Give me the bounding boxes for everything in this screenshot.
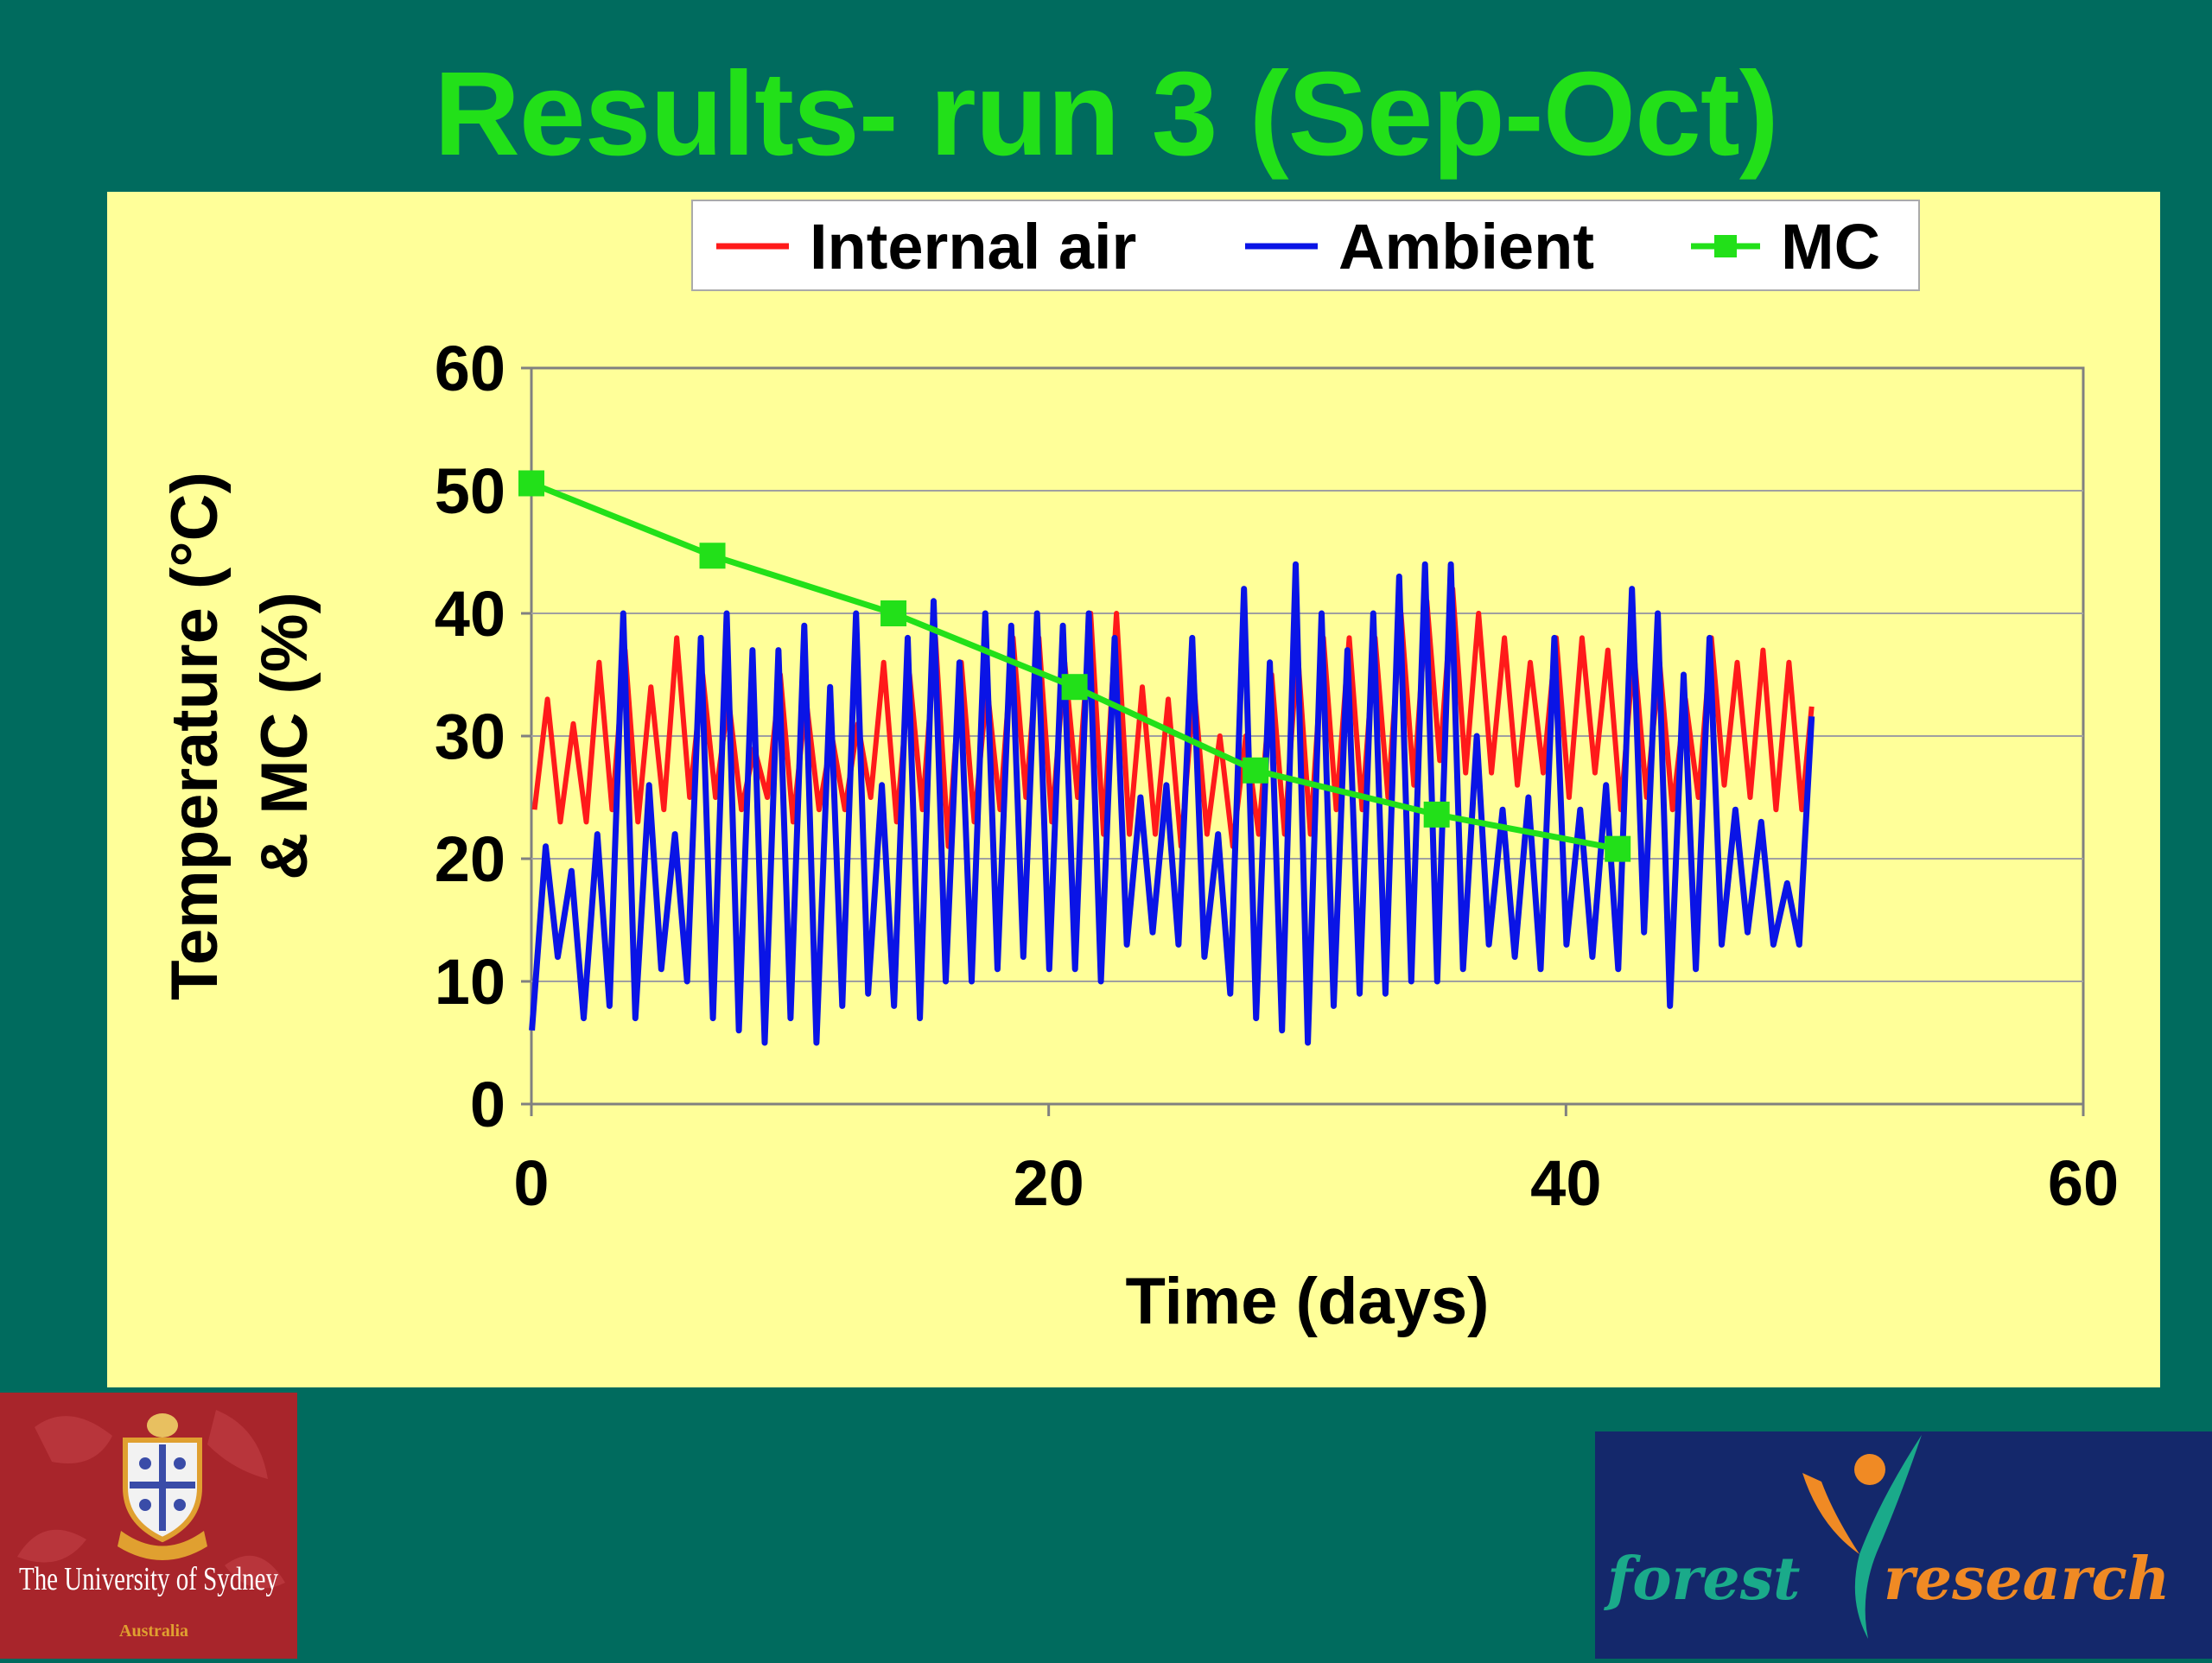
y-tick-label: 50 <box>435 455 505 527</box>
forest-research-figure-icon: forest research <box>1604 1435 2170 1639</box>
university-crest-icon: The University of Sydney Australia <box>17 1410 285 1641</box>
forest-research-logo: forest research <box>1595 1431 2212 1659</box>
legend: Internal air Ambient MC <box>691 200 1920 291</box>
mc-point <box>1061 674 1088 701</box>
research-word: research <box>1884 1545 2170 1614</box>
y-tick-label: 60 <box>435 333 505 404</box>
legend-label-ambient: Ambient <box>1338 211 1594 282</box>
series-ambient-line <box>529 561 1815 1046</box>
legend-marker-mc <box>1714 235 1737 257</box>
y-tick-label: 20 <box>435 823 505 895</box>
mc-point <box>518 470 544 497</box>
y-tick-label: 10 <box>435 946 505 1018</box>
x-tick-label: 20 <box>1014 1147 1084 1219</box>
university-of-sydney-logo: The University of Sydney Australia <box>0 1393 297 1659</box>
y-tick-label: 0 <box>470 1069 505 1140</box>
x-axis-title: Time (days) <box>1126 1265 1490 1338</box>
university-name: The University of Sydney <box>19 1561 278 1597</box>
x-tick-label: 60 <box>2048 1147 2119 1219</box>
legend-label-mc: MC <box>1781 211 1880 282</box>
chart-panel: Internal air Ambient MC 0 20 40 60 0 10 20 30 4… <box>107 192 2160 1387</box>
x-tick-label: 0 <box>513 1147 549 1219</box>
y-tick-label: 40 <box>435 578 505 650</box>
mc-point <box>699 543 726 569</box>
line-chart: Internal air Ambient MC 0 20 40 60 0 10 20 30 4… <box>158 200 2119 1338</box>
x-tick-label: 40 <box>1530 1147 1601 1219</box>
legend-label-internal-air: Internal air <box>810 211 1136 282</box>
x-axis-ticks: 0 20 40 60 <box>513 1104 2119 1219</box>
forest-word: forest <box>1604 1545 1800 1614</box>
mc-point <box>1423 801 1450 828</box>
y-tick-label: 30 <box>435 701 505 772</box>
y-axis-ticks: 0 10 20 30 40 50 60 <box>435 333 531 1140</box>
university-country: Australia <box>119 1622 188 1641</box>
mc-point <box>880 600 907 626</box>
mc-point <box>1243 757 1269 784</box>
y-axis-title-line2: & MC (%) <box>248 592 321 880</box>
slide-title: Results- run 3 (Sep-Oct) <box>434 48 1779 181</box>
mc-point <box>1605 835 1631 862</box>
y-axis-title: Temperature (°C) & MC (%) <box>158 472 321 1000</box>
series-layer <box>518 470 1815 1046</box>
y-axis-title-line1: Temperature (°C) <box>158 472 232 1000</box>
